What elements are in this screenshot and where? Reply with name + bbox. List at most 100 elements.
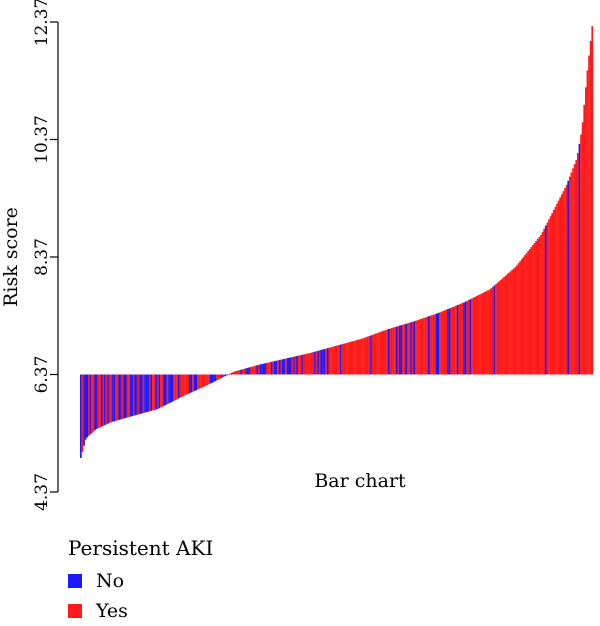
- bar: [391, 328, 393, 375]
- bar: [108, 374, 111, 423]
- bar: [225, 374, 228, 376]
- bar: [411, 321, 414, 375]
- bar: [86, 374, 89, 438]
- bar: [285, 358, 287, 375]
- bar: [197, 374, 199, 390]
- bar: [270, 361, 273, 375]
- risk-score-bar-chart: 4.37 6.37 8.37 10.37 12.37 Risk score Bar ch…: [0, 0, 594, 511]
- bar: [323, 349, 326, 375]
- bar: [237, 370, 239, 375]
- y-axis-title: Risk score: [0, 207, 22, 307]
- bar: [107, 374, 109, 424]
- bar: [501, 278, 504, 375]
- bar: [257, 364, 260, 375]
- bar: [142, 374, 145, 414]
- bar: [368, 335, 371, 375]
- bar: [126, 374, 129, 418]
- bar: [472, 297, 475, 375]
- bar: [439, 312, 441, 375]
- bar: [442, 311, 445, 375]
- legend: Persistent AKI No Yes: [68, 536, 213, 626]
- bar: [549, 216, 552, 375]
- bar: [424, 317, 427, 375]
- bar: [421, 318, 424, 375]
- bar: [256, 365, 259, 375]
- bar: [485, 291, 488, 375]
- bar: [400, 325, 403, 375]
- bar: [233, 371, 236, 375]
- bar: [283, 358, 286, 375]
- bar: [362, 338, 364, 375]
- bar: [572, 168, 574, 375]
- bar: [84, 374, 87, 440]
- bar: [137, 374, 140, 415]
- bar: [296, 355, 299, 375]
- bar: [209, 374, 212, 384]
- bar: [528, 249, 531, 375]
- bar: [410, 322, 412, 375]
- bar: [312, 352, 315, 375]
- bar: [190, 374, 193, 393]
- legend-label-no: No: [96, 570, 125, 592]
- bar: [397, 326, 400, 375]
- bar: [269, 362, 271, 375]
- bar: [538, 236, 541, 375]
- bar: [578, 143, 581, 375]
- bar: [423, 317, 425, 375]
- bar: [280, 359, 283, 375]
- bar: [456, 305, 459, 375]
- bar: [405, 323, 408, 375]
- bar: [222, 374, 225, 377]
- bar: [479, 294, 481, 375]
- bar: [591, 26, 594, 375]
- bar: [104, 374, 106, 426]
- bar: [317, 350, 319, 375]
- bar: [275, 360, 278, 375]
- bar: [426, 316, 428, 375]
- bar: [100, 374, 103, 427]
- bar: [198, 374, 201, 389]
- bar: [273, 361, 276, 375]
- bar: [451, 307, 454, 375]
- bar: [192, 374, 194, 392]
- bar: [118, 374, 121, 420]
- bar: [307, 353, 310, 375]
- bar: [251, 366, 254, 375]
- bar: [302, 354, 305, 375]
- bar: [179, 374, 182, 398]
- bar: [389, 328, 392, 375]
- bar: [264, 363, 267, 375]
- bar: [540, 234, 542, 375]
- bar: [298, 355, 300, 375]
- bar: [229, 373, 231, 375]
- bar: [475, 295, 478, 375]
- bar: [415, 320, 417, 375]
- bar: [487, 290, 489, 375]
- bar: [341, 344, 344, 375]
- bar: [221, 374, 223, 378]
- legend-item-no: No: [68, 566, 213, 596]
- bar: [381, 331, 384, 375]
- bar: [253, 366, 255, 375]
- legend-item-yes: Yes: [68, 596, 213, 626]
- bar: [152, 374, 154, 411]
- bar: [150, 374, 153, 411]
- bar: [565, 184, 568, 375]
- bar: [278, 359, 281, 375]
- bar: [541, 231, 544, 375]
- bar: [371, 334, 374, 375]
- bar: [246, 367, 249, 375]
- bar: [89, 374, 92, 435]
- bar: [310, 352, 313, 375]
- bar: [230, 372, 233, 375]
- bar: [358, 339, 361, 375]
- bar: [575, 160, 578, 375]
- bar: [562, 191, 565, 375]
- bar: [330, 347, 332, 375]
- bar: [581, 122, 584, 375]
- bar: [110, 374, 113, 423]
- bar: [132, 374, 135, 416]
- bar: [299, 355, 302, 375]
- bar: [241, 369, 244, 375]
- bar: [193, 374, 196, 391]
